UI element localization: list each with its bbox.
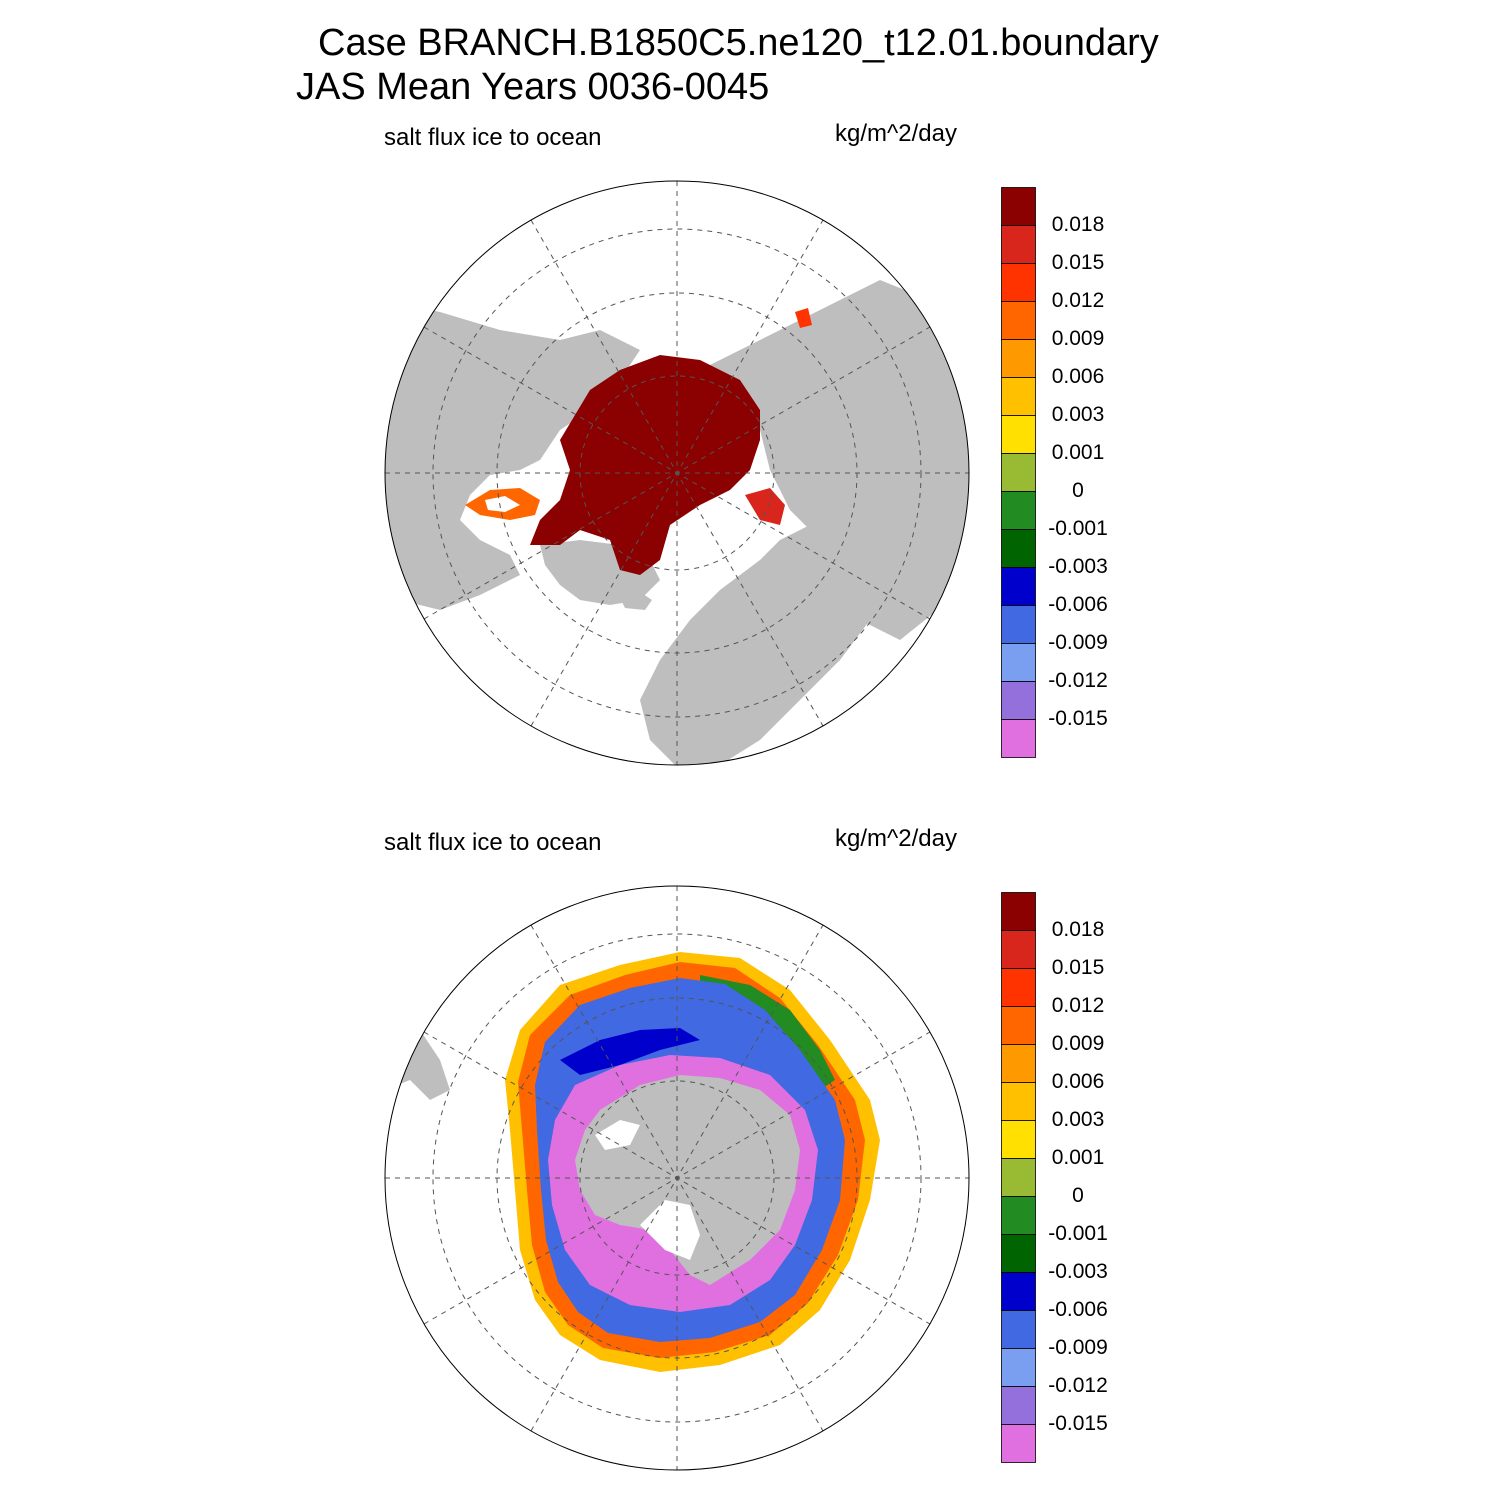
colorbar-box bbox=[1001, 1348, 1036, 1387]
south-map-border bbox=[384, 885, 970, 1471]
colorbar-box bbox=[1001, 1120, 1036, 1159]
hudson-bay-flux-edge bbox=[485, 496, 520, 512]
colorbar-box bbox=[1001, 1044, 1036, 1083]
colorbar-tick-label: -0.009 bbox=[1048, 631, 1108, 654]
colorbar-box bbox=[1001, 930, 1036, 969]
arctic-salt-flux-field bbox=[530, 355, 760, 575]
figure-title-line2: JAS Mean Years 0036-0045 bbox=[296, 66, 770, 108]
colorbar-tick-label: -0.003 bbox=[1048, 1260, 1108, 1283]
colorbar-box bbox=[1001, 1272, 1036, 1311]
iceland-land bbox=[620, 592, 652, 610]
flux-ring-darkblue bbox=[560, 1028, 700, 1075]
colorbar-tick-label: -0.009 bbox=[1048, 1336, 1108, 1359]
colorbar-box bbox=[1001, 1158, 1036, 1197]
colorbar-box bbox=[1001, 225, 1036, 264]
colorbar-tick-label: -0.015 bbox=[1048, 1412, 1108, 1435]
colorbar-tick-label: -0.006 bbox=[1048, 593, 1108, 616]
colorbar-box bbox=[1001, 1310, 1036, 1349]
colorbar-tick-label: 0.018 bbox=[1051, 213, 1105, 236]
colorbar-tick-label: 0.006 bbox=[1051, 365, 1105, 388]
colorbar-tick-label: 0.012 bbox=[1051, 289, 1105, 312]
colorbar-box bbox=[1001, 339, 1036, 378]
colorbar-tick-label: 0 bbox=[1072, 1184, 1084, 1207]
colorbar-box bbox=[1001, 1006, 1036, 1045]
colorbar-tick-label: 0.001 bbox=[1051, 441, 1105, 464]
colorbar-tick-label: -0.006 bbox=[1048, 1298, 1108, 1321]
panel1-units-label: kg/m^2/day bbox=[835, 120, 957, 147]
colorbar-box bbox=[1001, 415, 1036, 454]
colorbar-tick-label: -0.015 bbox=[1048, 707, 1108, 730]
asia-land bbox=[700, 280, 969, 640]
north-map-border bbox=[384, 180, 970, 766]
colorbar-box bbox=[1001, 719, 1036, 758]
colorbar-tick-label: -0.001 bbox=[1048, 517, 1108, 540]
colorbar-tick-label: 0.012 bbox=[1051, 994, 1105, 1017]
panel1-variable-label: salt flux ice to ocean bbox=[384, 124, 602, 151]
colorbar-tick-label: 0.009 bbox=[1051, 1032, 1105, 1055]
colorbar-tick-label: 0.003 bbox=[1051, 403, 1105, 426]
colorbar-tick-label: 0.018 bbox=[1051, 918, 1105, 941]
colorbar-box bbox=[1001, 1082, 1036, 1121]
figure-title-line1: Case BRANCH.B1850C5.ne120_t12.01.boundar… bbox=[318, 22, 1159, 64]
barents-flux bbox=[745, 488, 785, 525]
europe-land bbox=[640, 520, 880, 765]
colorbar-box bbox=[1001, 605, 1036, 644]
colorbar-box bbox=[1001, 567, 1036, 606]
colorbar-tick-label: 0.015 bbox=[1051, 251, 1105, 274]
weddell-ice-shelf bbox=[595, 1120, 640, 1150]
colorbar-box bbox=[1001, 643, 1036, 682]
colorbar-tick-label: 0 bbox=[1072, 479, 1084, 502]
panel2-units-label: kg/m^2/day bbox=[835, 825, 957, 852]
colorbar-box bbox=[1001, 1386, 1036, 1425]
colorbar-tick-label: -0.012 bbox=[1048, 669, 1108, 692]
south-polar-map bbox=[385, 886, 969, 1470]
panel2-variable-label: salt flux ice to ocean bbox=[384, 829, 602, 856]
colorbar-box bbox=[1001, 529, 1036, 568]
colorbar-box bbox=[1001, 681, 1036, 720]
colorbar-box bbox=[1001, 453, 1036, 492]
ross-ice-shelf bbox=[640, 1200, 700, 1260]
colorbar-box bbox=[1001, 263, 1036, 302]
colorbar-tick-label: 0.015 bbox=[1051, 956, 1105, 979]
north-polar-map bbox=[385, 181, 969, 765]
colorbar-tick-label: 0.009 bbox=[1051, 327, 1105, 350]
colorbar-box bbox=[1001, 968, 1036, 1007]
colorbar-box bbox=[1001, 892, 1036, 931]
colorbar-boxes bbox=[1001, 187, 1036, 758]
colorbar-tick-label: -0.003 bbox=[1048, 555, 1108, 578]
colorbar-box bbox=[1001, 377, 1036, 416]
north-america-land bbox=[385, 300, 640, 610]
colorbar-box bbox=[1001, 187, 1036, 226]
colorbar-box bbox=[1001, 1424, 1036, 1463]
colorbar-tick-label: 0.001 bbox=[1051, 1146, 1105, 1169]
colorbar-boxes bbox=[1001, 892, 1036, 1463]
colorbar-tick-label: -0.012 bbox=[1048, 1374, 1108, 1397]
colorbar-tick-label: -0.001 bbox=[1048, 1222, 1108, 1245]
colorbar-box bbox=[1001, 301, 1036, 340]
colorbar-tick-label: 0.006 bbox=[1051, 1070, 1105, 1093]
colorbar-tick-label: 0.003 bbox=[1051, 1108, 1105, 1131]
colorbar-box bbox=[1001, 1196, 1036, 1235]
colorbar-box bbox=[1001, 491, 1036, 530]
okhotsk-flux bbox=[795, 308, 812, 328]
colorbar-box bbox=[1001, 1234, 1036, 1273]
